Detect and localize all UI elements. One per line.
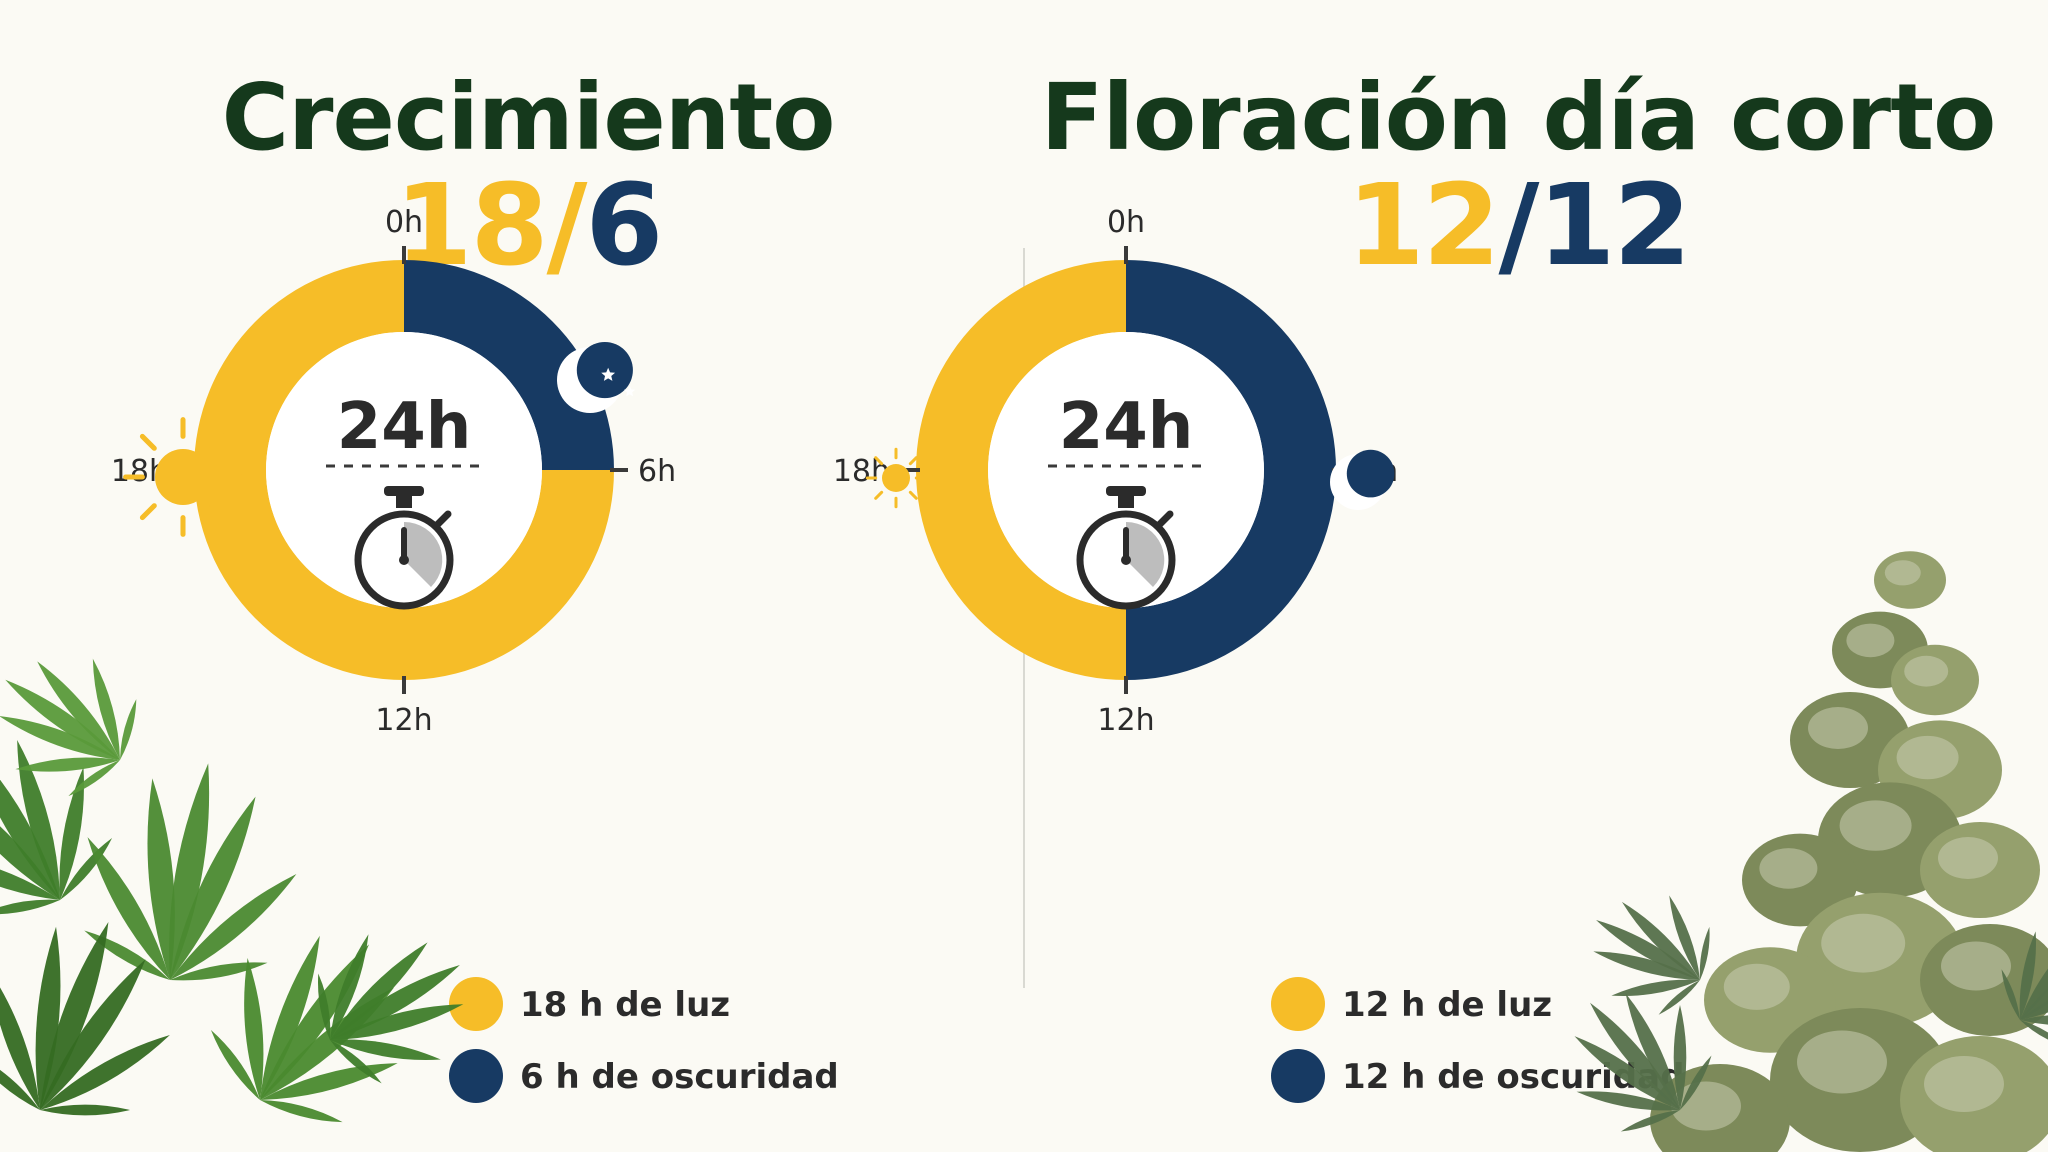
cannabis-leaves-image [0, 658, 464, 1123]
slice-luz-1 [916, 260, 1126, 680]
tick-label-6h: 6h [638, 454, 676, 489]
legend-label: 18 h de luz [520, 985, 730, 1025]
center-label: 24h [337, 390, 472, 464]
legend-swatch [1271, 977, 1325, 1031]
tick-label-12h: 12h [1097, 703, 1154, 738]
donut-center [988, 332, 1264, 608]
ratio-dark-value: 12 [1537, 161, 1691, 291]
title-crecimiento: Crecimiento [221, 64, 836, 171]
moon-stars-icon [557, 342, 636, 413]
donut-center [266, 332, 542, 608]
tick-label-0h: 0h [385, 205, 423, 240]
ratio-dark-value: 6 [585, 161, 663, 291]
cannabis-bud-image [1574, 551, 2048, 1152]
legend-label: 12 h de luz [1342, 985, 1552, 1025]
center-label: 24h [1059, 390, 1194, 464]
tick-label-18h: 18h [833, 454, 890, 489]
ratio-separator: / [546, 161, 588, 291]
slice-oscuridad-1 [404, 260, 614, 470]
sun-icon [865, 447, 927, 509]
legend-swatch [449, 1049, 503, 1103]
sun-icon [123, 417, 243, 537]
legend-label: 6 h de oscuridad [520, 1057, 839, 1097]
ratio-separator: / [1498, 161, 1540, 291]
legend-swatch [449, 977, 503, 1031]
moon-icon [1330, 449, 1395, 510]
title-floracion: Floración día corto [1040, 64, 1997, 171]
stopwatch-icon [1076, 486, 1176, 610]
tick-label-12h: 12h [375, 703, 432, 738]
ratio-light-value: 12 [1346, 161, 1501, 291]
ratio-floracion: 12/12 [1006, 170, 2030, 282]
stopwatch-icon [354, 486, 454, 610]
legend-swatch [1271, 1049, 1325, 1103]
tick-label-0h: 0h [1107, 205, 1145, 240]
slice-oscuridad [1126, 260, 1336, 680]
slice-luz-2 [194, 260, 614, 680]
